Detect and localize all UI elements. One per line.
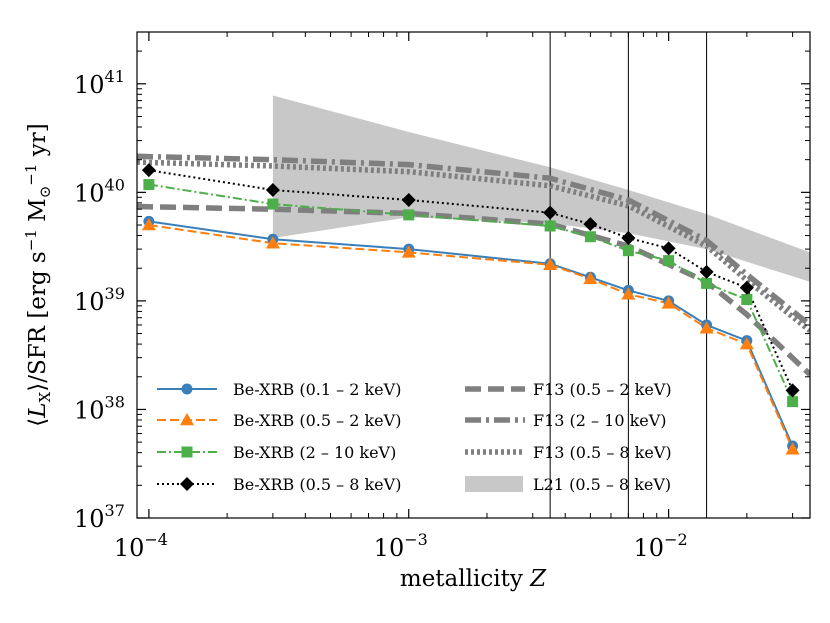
point-be-xrb-0-5-8-kev-9 bbox=[785, 383, 800, 398]
line-be-xrb-0-1-2-kev bbox=[148, 220, 794, 447]
point-be-xrb-0-5-2-kev-6 bbox=[661, 296, 676, 309]
legend-label-4: F13 (0.5 – 2 keV) bbox=[533, 380, 672, 399]
point-be-xrb-0-5-2-kev-3 bbox=[543, 257, 558, 271]
legend-label-1: Be-XRB (0.5 – 2 keV) bbox=[233, 411, 401, 430]
legend-label-3: Be-XRB (0.5 – 8 keV) bbox=[233, 475, 401, 494]
legend-marker-1 bbox=[180, 413, 194, 426]
x-tick-label-0: 10−4 bbox=[114, 530, 168, 562]
legend-entry-be-xrb-0-1-2-kev: Be-XRB (0.1 – 2 keV) bbox=[157, 380, 401, 399]
point-be-xrb-0-5-2-kev-8 bbox=[739, 337, 754, 350]
point-be-xrb-0-5-8-kev-3 bbox=[543, 205, 558, 220]
plot-frame bbox=[136, 31, 811, 519]
legend-label-6: F13 (0.5 – 8 keV) bbox=[533, 443, 672, 462]
point-be-xrb-0-5-8-kev-0 bbox=[141, 163, 156, 178]
line-f13-2-10-kev bbox=[137, 153, 810, 328]
point-be-xrb-2-10-kev-5 bbox=[622, 245, 634, 257]
point-be-xrb-0-5-2-kev-7 bbox=[699, 321, 714, 334]
band-l21-0-5-8-kev bbox=[272, 95, 810, 282]
legend-swatch-7 bbox=[465, 476, 523, 492]
legend-marker-3 bbox=[180, 477, 194, 491]
legend-label-2: Be-XRB (2 – 10 keV) bbox=[233, 443, 396, 462]
legend-label-7: L21 (0.5 – 8 keV) bbox=[533, 475, 671, 494]
point-be-xrb-0-5-8-kev-2 bbox=[401, 193, 416, 208]
point-be-xrb-0-5-8-kev-8 bbox=[739, 280, 754, 295]
y-tick-label-0: 1037 bbox=[74, 501, 125, 533]
legend-entry-be-xrb-0-5-8-kev: Be-XRB (0.5 – 8 keV) bbox=[157, 475, 401, 494]
point-be-xrb-2-10-kev-7 bbox=[701, 277, 713, 289]
point-be-xrb-2-10-kev-4 bbox=[584, 231, 596, 243]
legend-entry-be-xrb-0-5-2-kev: Be-XRB (0.5 – 2 keV) bbox=[157, 411, 401, 430]
legend-entry-f13-0-5-2-kev: F13 (0.5 – 2 keV) bbox=[465, 380, 672, 399]
point-be-xrb-0-5-8-kev-1 bbox=[265, 183, 280, 198]
x-axis-label: metallicity Z bbox=[400, 566, 547, 592]
point-be-xrb-0-5-8-kev-7 bbox=[699, 264, 714, 279]
point-be-xrb-2-10-kev-3 bbox=[544, 220, 556, 232]
y-tick-label-3: 1040 bbox=[74, 175, 125, 207]
legend-label-5: F13 (2 – 10 keV) bbox=[533, 411, 667, 430]
series-layer bbox=[137, 153, 810, 450]
point-be-xrb-0-5-2-kev-4 bbox=[583, 271, 598, 284]
legend-entry-l21-0-5-8-kev: L21 (0.5 – 8 keV) bbox=[465, 475, 671, 494]
line-be-xrb-0-5-8-kev bbox=[148, 169, 794, 391]
legend-entry-f13-0-5-8-kev: F13 (0.5 – 8 keV) bbox=[465, 443, 672, 462]
line-f13-0-5-2-kev bbox=[137, 203, 810, 377]
point-be-xrb-2-10-kev-9 bbox=[787, 396, 799, 408]
y-tick-label-4: 1041 bbox=[74, 67, 125, 99]
y-tick-label-2: 1039 bbox=[74, 284, 125, 316]
line-f13-0-5-8-kev bbox=[137, 159, 810, 333]
point-be-xrb-0-5-2-kev-0 bbox=[141, 218, 156, 231]
point-be-xrb-0-5-8-kev-4 bbox=[583, 217, 598, 232]
line-be-xrb-2-10-kev bbox=[148, 183, 794, 403]
legend-entry-f13-2-10-kev: F13 (2 – 10 keV) bbox=[465, 411, 667, 430]
legend: Be-XRB (0.1 – 2 keV) Be-XRB (0.5 – 2 keV)… bbox=[157, 380, 672, 494]
point-be-xrb-0-5-2-kev-5 bbox=[621, 287, 636, 300]
x-tick-label-1: 10−3 bbox=[374, 530, 428, 562]
markers-layer bbox=[141, 163, 800, 455]
y-tick-label-1: 1038 bbox=[74, 392, 125, 424]
point-be-xrb-2-10-kev-2 bbox=[403, 209, 415, 221]
point-be-xrb-0-5-8-kev-6 bbox=[661, 241, 676, 256]
point-be-xrb-0-5-8-kev-5 bbox=[621, 230, 636, 245]
legend-marker-0 bbox=[181, 383, 193, 395]
legend-marker-2 bbox=[181, 446, 193, 458]
point-be-xrb-0-5-2-kev-9 bbox=[785, 442, 800, 455]
legend-label-0: Be-XRB (0.1 – 2 keV) bbox=[233, 380, 401, 399]
point-be-xrb-2-10-kev-6 bbox=[663, 255, 675, 267]
point-be-xrb-2-10-kev-8 bbox=[741, 294, 753, 306]
plot-area bbox=[137, 32, 810, 518]
point-be-xrb-2-10-kev-1 bbox=[267, 198, 279, 210]
ticks-layer: 10−4 10−3 10−2 1037 1038 1039 1040 1041 bbox=[74, 31, 810, 562]
x-tick-label-2: 10−2 bbox=[634, 530, 688, 562]
legend-entry-be-xrb-2-10-kev: Be-XRB (2 – 10 keV) bbox=[157, 443, 396, 462]
point-be-xrb-2-10-kev-0 bbox=[143, 179, 155, 191]
bands-layer bbox=[272, 95, 810, 282]
point-be-xrb-0-5-2-kev-2 bbox=[401, 245, 416, 258]
y-axis-label: ⟨LX⟩/SFR [erg s−1 M⊙−1 yr] bbox=[22, 123, 54, 426]
point-be-xrb-0-5-2-kev-1 bbox=[265, 236, 280, 249]
